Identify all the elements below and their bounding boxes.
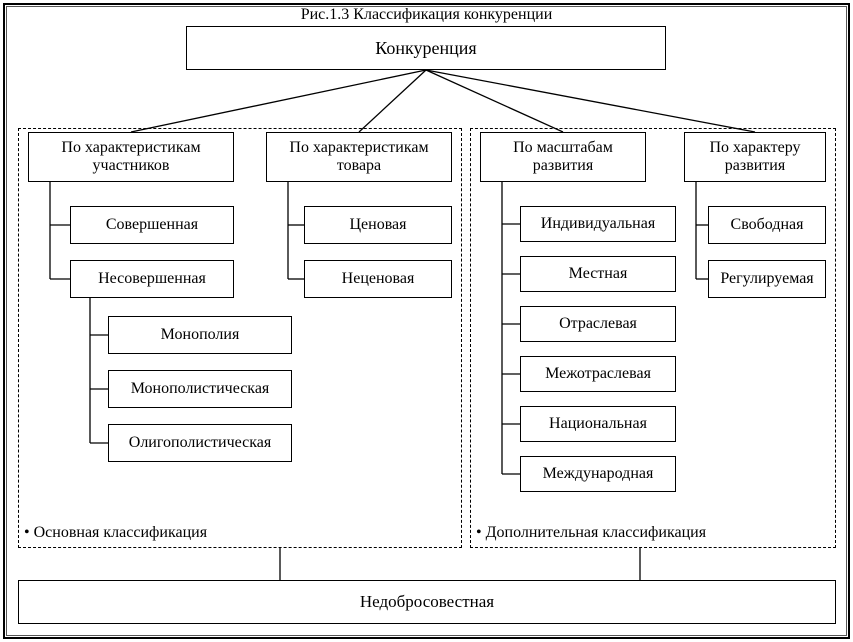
item-nonprice: Неценовая	[304, 260, 452, 298]
figure-caption: Рис.1.3 Классификация конкуренции	[0, 6, 853, 24]
item-individual: Индивидуальная	[520, 206, 676, 242]
item-perfect: Совершенная	[70, 206, 234, 244]
item-national: Национальная	[520, 406, 676, 442]
item-sector: Отраслевая	[520, 306, 676, 342]
item-international: Международная	[520, 456, 676, 492]
group-main-label-text: Основная классификация	[34, 524, 207, 541]
item-price: Ценовая	[304, 206, 452, 244]
bullet-icon: •	[476, 524, 482, 542]
item-local: Местная	[520, 256, 676, 292]
group-extra-label: •Дополнительная классификация	[476, 524, 706, 542]
item-intersector: Межотраслевая	[520, 356, 676, 392]
item-free: Свободная	[708, 206, 826, 244]
item-regulated: Регулируемая	[708, 260, 826, 298]
item-monopolistic: Монополистическая	[108, 370, 292, 408]
branch-scale: По масштабам развития	[480, 132, 646, 182]
branch-product: По характеристикам товара	[266, 132, 452, 182]
branch-nature: По характеру развития	[684, 132, 826, 182]
bullet-icon: •	[24, 524, 30, 542]
group-extra-label-text: Дополнительная классификация	[486, 524, 706, 541]
root-node: Конкуренция	[186, 26, 666, 70]
item-monopoly: Монополия	[108, 316, 292, 354]
group-main-label: •Основная классификация	[24, 524, 207, 542]
bottom-node: Недобросовестная	[18, 580, 836, 624]
branch-participants: По характеристикам участников	[28, 132, 234, 182]
item-imperfect: Несовершенная	[70, 260, 234, 298]
item-oligopolistic: Олигополистическая	[108, 424, 292, 462]
diagram-stage: Рис.1.3 Классификация конкуренции Конкур…	[0, 0, 853, 642]
